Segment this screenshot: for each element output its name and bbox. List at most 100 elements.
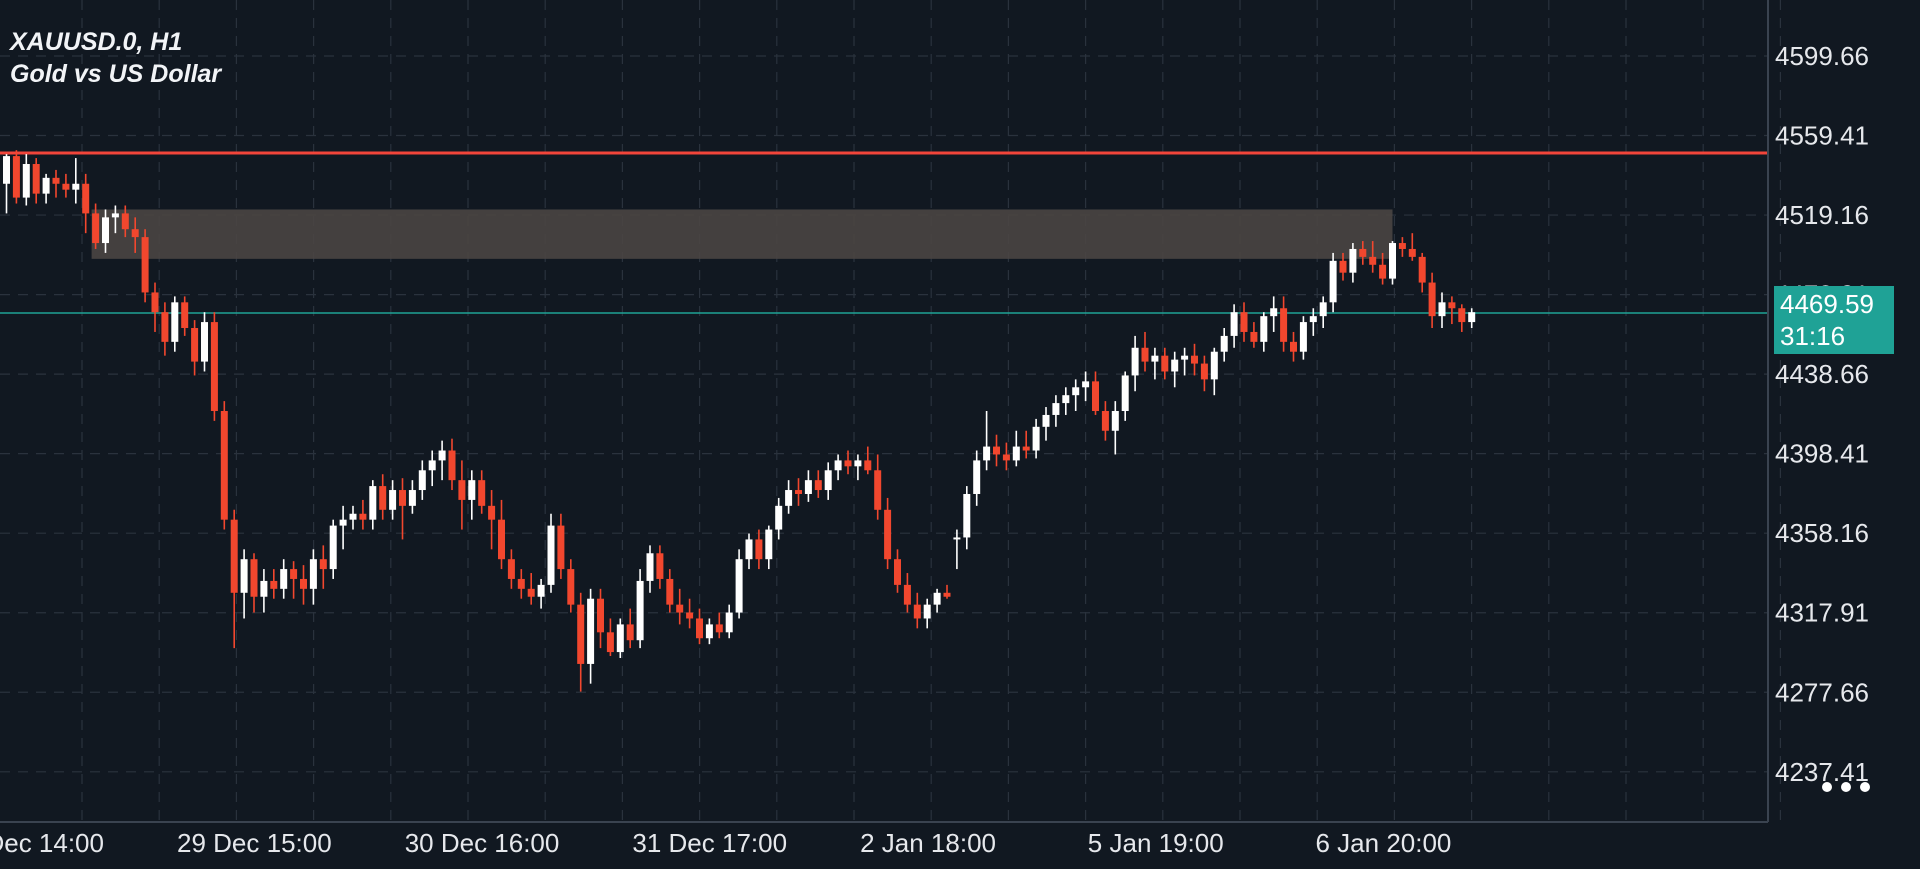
- candle: [428, 450, 436, 487]
- candle-body: [824, 470, 832, 491]
- candle-body: [1151, 355, 1159, 362]
- y-tick-label: 4438.66: [1775, 359, 1869, 389]
- candle-body: [42, 177, 50, 194]
- candle: [1290, 331, 1297, 362]
- candle: [151, 282, 159, 332]
- candle: [903, 573, 911, 613]
- candle: [1171, 351, 1179, 388]
- candle-body: [577, 604, 585, 664]
- candle-body: [191, 328, 199, 362]
- candle-body: [438, 450, 446, 461]
- candle-body: [1082, 381, 1090, 388]
- candle: [82, 173, 90, 234]
- candle: [309, 549, 317, 605]
- candle: [349, 505, 357, 530]
- candle-body: [1389, 243, 1396, 279]
- candle-body: [399, 490, 406, 506]
- candle-body: [1200, 363, 1208, 380]
- candle: [993, 434, 1000, 467]
- candle: [290, 561, 298, 599]
- candle: [1299, 316, 1307, 360]
- candle-body: [1290, 341, 1297, 352]
- candle: [458, 460, 466, 530]
- candle-body: [735, 559, 743, 613]
- candle-body: [1191, 355, 1198, 364]
- candle-body: [319, 559, 327, 570]
- candle: [1062, 387, 1070, 415]
- candle: [656, 545, 664, 589]
- candle-body: [201, 322, 208, 362]
- candle: [448, 438, 456, 491]
- candle: [1052, 395, 1060, 427]
- candle: [1458, 304, 1466, 332]
- candle-body: [696, 618, 703, 639]
- axes: 4599.664559.414519.164478.914438.664398.…: [0, 0, 1869, 858]
- candle: [1181, 347, 1189, 376]
- candle-body: [309, 559, 317, 589]
- x-tick-label: 26 Dec 14:00: [0, 828, 104, 858]
- candle: [1309, 308, 1317, 336]
- candle: [923, 598, 931, 629]
- candle-body: [230, 519, 238, 593]
- candle-body: [418, 470, 426, 491]
- candle: [1101, 401, 1109, 441]
- candle-body: [923, 604, 931, 619]
- candle: [1191, 343, 1198, 376]
- candle-body: [468, 480, 476, 500]
- candle-body: [1359, 248, 1367, 257]
- candle-body: [1408, 248, 1416, 257]
- candle-body: [1230, 312, 1238, 336]
- candle: [913, 592, 921, 629]
- candle: [92, 203, 100, 249]
- candle: [1121, 371, 1129, 421]
- candle: [597, 588, 604, 649]
- candle-body: [676, 604, 684, 613]
- candle: [983, 411, 991, 471]
- supply-zone: [91, 209, 1393, 259]
- candle-body: [755, 539, 763, 560]
- candle-body: [745, 539, 753, 560]
- candle-body: [943, 592, 951, 597]
- candle-body: [478, 480, 486, 506]
- candle: [1389, 241, 1396, 285]
- y-tick-label: 4358.16: [1775, 518, 1869, 548]
- candle-body: [1062, 395, 1070, 404]
- candle-body: [32, 164, 40, 194]
- candle: [834, 454, 842, 481]
- y-tick-label: 4237.41: [1775, 757, 1869, 787]
- candle: [537, 578, 545, 609]
- candle-body: [626, 624, 634, 641]
- candle-body: [280, 569, 288, 589]
- candle-body: [250, 559, 258, 597]
- candle-body: [636, 580, 644, 641]
- candle-body: [1141, 347, 1149, 362]
- candle: [696, 608, 703, 645]
- x-tick-label: 5 Jan 19:00: [1088, 828, 1224, 858]
- candle: [1260, 312, 1268, 352]
- candle-body: [102, 217, 109, 244]
- candle-body: [537, 584, 545, 597]
- more-horizontal-icon[interactable]: [1818, 770, 1874, 802]
- candle-body: [983, 446, 991, 461]
- candle: [201, 312, 208, 372]
- x-tick-label: 31 Dec 17:00: [632, 828, 787, 858]
- candle-body: [379, 486, 387, 510]
- candle: [854, 454, 862, 481]
- candle: [1240, 302, 1248, 342]
- candle: [438, 440, 446, 481]
- candle: [1369, 241, 1377, 273]
- candle-body: [141, 237, 149, 293]
- candle-body: [795, 490, 802, 494]
- candle: [507, 549, 515, 589]
- candle: [804, 470, 812, 502]
- candle: [22, 154, 30, 206]
- candle-body: [874, 470, 882, 510]
- candle-body: [488, 505, 496, 520]
- candle: [1359, 241, 1367, 265]
- candle-body: [993, 446, 1000, 455]
- candle-body: [458, 480, 466, 500]
- candle: [488, 490, 496, 550]
- candle: [52, 169, 60, 198]
